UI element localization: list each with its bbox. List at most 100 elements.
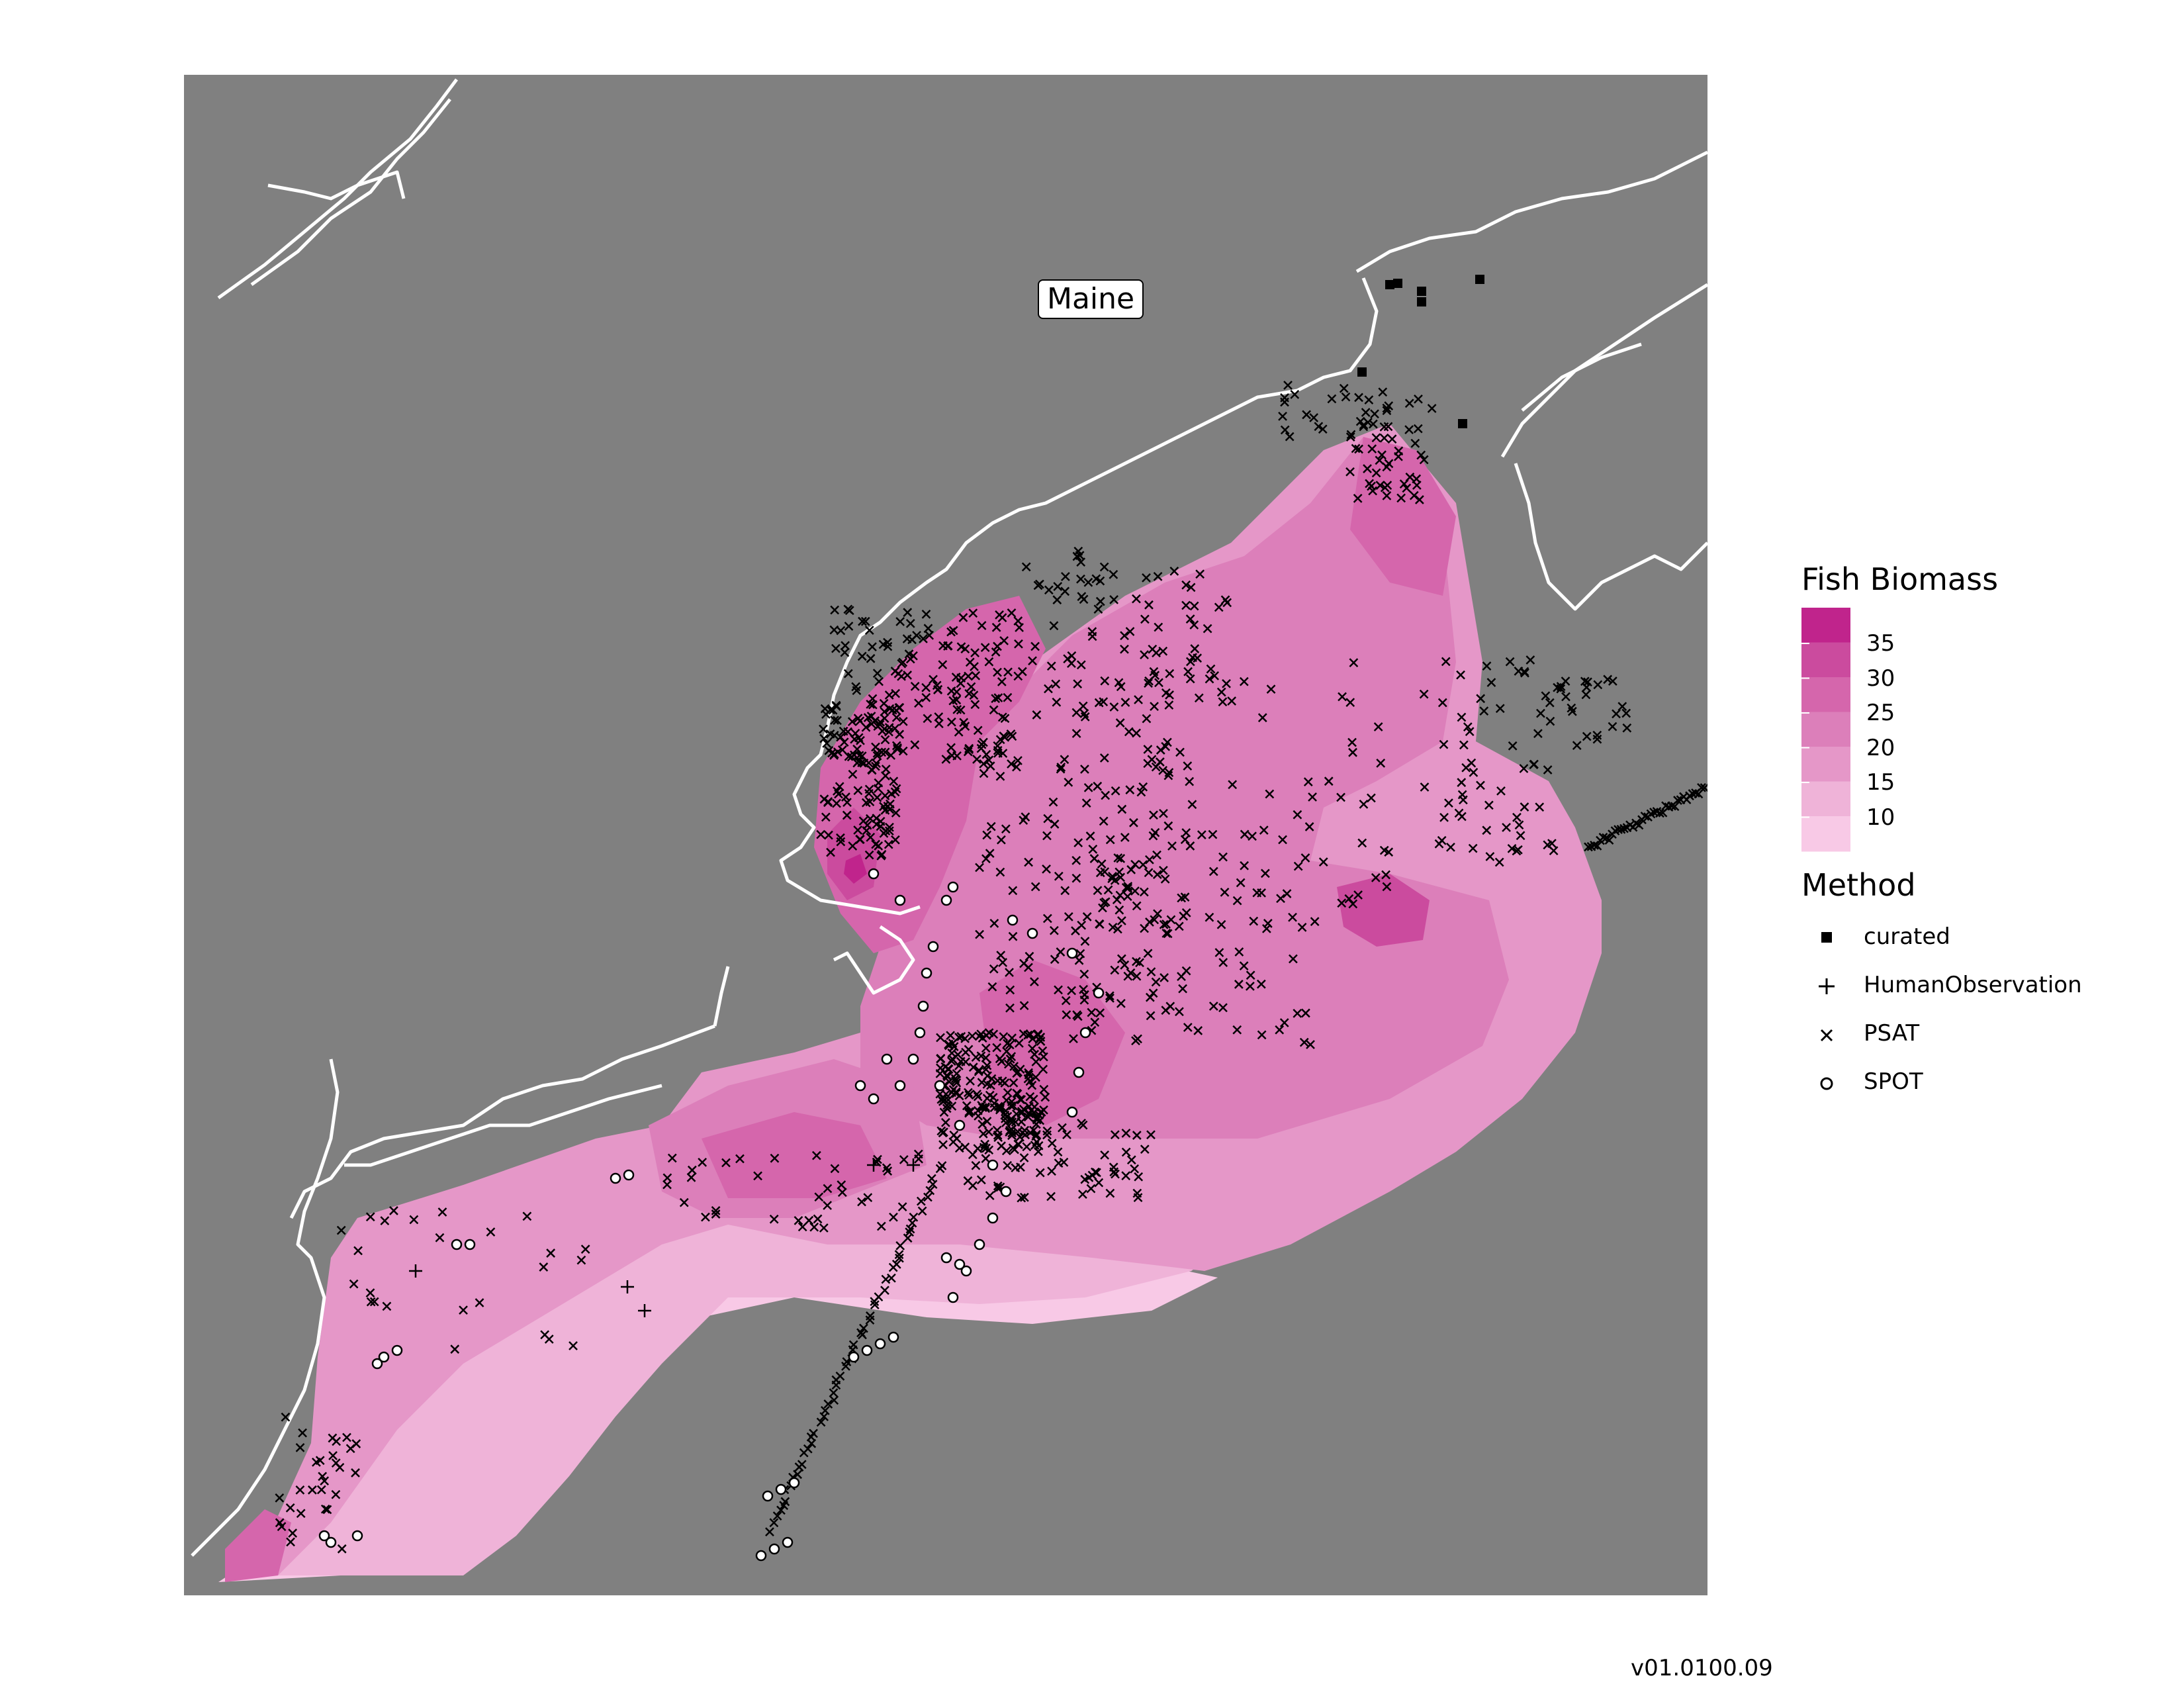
psat-point xyxy=(907,1218,917,1228)
psat-point xyxy=(1024,951,1034,961)
psat-point xyxy=(1304,822,1314,831)
psat-point xyxy=(1140,650,1149,660)
psat-point xyxy=(872,759,881,769)
psat-point xyxy=(1073,679,1083,689)
psat-point xyxy=(1140,614,1150,624)
psat-point xyxy=(1293,861,1303,871)
psat-point xyxy=(353,1246,363,1256)
psat-point xyxy=(866,832,876,842)
psat-point xyxy=(917,1206,927,1216)
psat-point xyxy=(1439,739,1449,749)
psat-point xyxy=(989,1098,999,1108)
psat-point xyxy=(1131,1036,1140,1046)
psat-point xyxy=(1463,722,1473,731)
psat-point xyxy=(1193,1026,1203,1035)
psat-point xyxy=(952,687,962,697)
psat-point xyxy=(1100,1150,1110,1160)
psat-point xyxy=(1158,866,1168,875)
psat-point xyxy=(822,738,832,748)
psat-point xyxy=(1205,912,1214,922)
psat-point xyxy=(1099,816,1109,826)
psat-point xyxy=(1206,664,1216,674)
psat-point xyxy=(1494,857,1504,867)
psat-point xyxy=(1042,864,1051,874)
psat-point xyxy=(1348,747,1357,757)
psat-point xyxy=(1468,843,1478,853)
psat-point xyxy=(1033,581,1043,590)
psat-point xyxy=(1183,1023,1193,1032)
psat-point xyxy=(852,744,862,754)
psat-point xyxy=(972,1090,981,1099)
psat-point xyxy=(884,723,894,732)
psat-point xyxy=(1387,434,1397,444)
psat-point xyxy=(1156,745,1165,755)
psat-point xyxy=(1535,802,1545,812)
psat-point xyxy=(874,841,884,851)
psat-point xyxy=(838,745,847,755)
psat-point xyxy=(1700,783,1707,792)
biomass-legend-title: Fish Biomass xyxy=(1801,561,1999,597)
psat-point xyxy=(662,1173,672,1183)
psat-point xyxy=(1024,1070,1034,1080)
spot-point xyxy=(1079,1027,1091,1039)
psat-point xyxy=(1186,583,1196,592)
psat-point xyxy=(1208,1002,1218,1011)
psat-point xyxy=(858,816,868,826)
psat-point xyxy=(905,654,915,664)
psat-point xyxy=(972,755,981,764)
psat-point xyxy=(1348,899,1358,909)
spot-point xyxy=(318,1530,330,1542)
psat-point xyxy=(1025,1092,1035,1102)
psat-point xyxy=(860,616,870,626)
psat-point xyxy=(1163,821,1173,831)
psat-point xyxy=(921,692,931,702)
psat-point xyxy=(819,1412,829,1421)
psat-point xyxy=(889,776,899,786)
psat-point xyxy=(858,1330,867,1340)
psat-point xyxy=(956,673,966,683)
psat-point xyxy=(1234,980,1244,989)
psat-point xyxy=(980,643,990,652)
method-label-psat: PSAT xyxy=(1864,1020,1920,1047)
psat-point xyxy=(1132,1131,1142,1140)
spot-point xyxy=(788,1477,800,1489)
psat-point xyxy=(1336,792,1345,802)
psat-point xyxy=(1152,870,1162,879)
psat-point xyxy=(765,1527,774,1537)
psat-point xyxy=(1030,977,1039,986)
psat-point xyxy=(721,1158,731,1168)
psat-point xyxy=(1592,730,1602,740)
spot-point xyxy=(907,1053,919,1065)
psat-point xyxy=(769,1518,779,1528)
psat-point xyxy=(848,769,858,779)
psat-point xyxy=(1353,890,1363,900)
psat-point xyxy=(1039,1052,1048,1062)
psat-point xyxy=(876,1221,886,1231)
spot-point xyxy=(768,1543,780,1555)
psat-point xyxy=(1042,831,1052,841)
psat-point xyxy=(366,1297,376,1307)
psat-point xyxy=(935,1089,945,1099)
psat-point xyxy=(984,657,994,667)
psat-point xyxy=(1007,1052,1017,1062)
psat-point xyxy=(1188,653,1197,663)
psat-point xyxy=(828,705,838,715)
psat-point xyxy=(1094,1178,1104,1188)
psat-point xyxy=(1078,1190,1087,1199)
psat-point xyxy=(830,716,839,725)
spot-point xyxy=(954,1119,966,1131)
spot-point xyxy=(861,1344,873,1356)
psat-point xyxy=(1036,1107,1046,1117)
psat-point xyxy=(1115,718,1125,727)
psat-point xyxy=(1116,999,1126,1008)
psat-point xyxy=(997,1076,1007,1086)
psat-point xyxy=(1673,796,1682,805)
colorbar-tick-label: 20 xyxy=(1866,734,1895,761)
psat-point xyxy=(1019,959,1028,968)
psat-point xyxy=(1136,787,1146,797)
psat-point xyxy=(934,719,944,729)
psat-point xyxy=(1138,860,1148,870)
psat-point xyxy=(1378,387,1388,397)
psat-point xyxy=(1073,1011,1083,1021)
biomass-layer xyxy=(218,424,1602,1582)
